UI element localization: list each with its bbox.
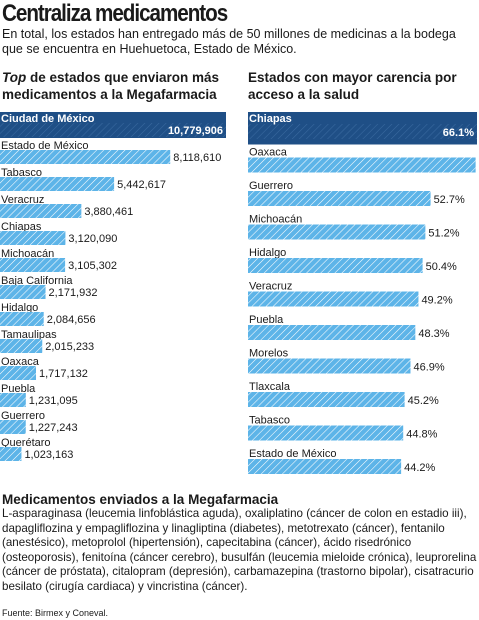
bar — [248, 291, 419, 307]
category-label: Tlaxcala — [249, 381, 291, 393]
category-label: Baja California — [1, 275, 73, 287]
bar — [248, 392, 405, 407]
bar — [248, 459, 402, 474]
bar — [0, 393, 26, 407]
value-label: 44.2% — [404, 462, 435, 474]
bar — [248, 325, 416, 340]
category-label: Ciudad de México — [1, 113, 95, 125]
value-label: 1,227,243 — [29, 422, 78, 434]
value-label: 48.3% — [418, 328, 449, 340]
bar — [248, 258, 423, 273]
value-label: 1,023,163 — [24, 449, 73, 461]
value-label: 1,717,132 — [39, 368, 88, 380]
category-label: Oaxaca — [249, 147, 288, 159]
medicines-text: L-asparaginasa (leucemia linfoblástica a… — [2, 507, 477, 593]
category-label: Tamaulipas — [1, 329, 57, 341]
value-label: 3,880,461 — [84, 206, 133, 218]
left-chart-title-emphasis: Top — [2, 70, 27, 85]
bar — [0, 366, 36, 380]
left-bar-chart: Ciudad de México 10,779,906 Estado de Méxi… — [0, 112, 226, 461]
value-label: 51.2% — [428, 228, 459, 240]
category-label: Michoacán — [1, 248, 54, 260]
category-label: Veracruz — [1, 194, 44, 206]
category-label: Veracruz — [249, 281, 292, 293]
bar — [0, 177, 115, 191]
value-label: 10,779,906 — [168, 125, 223, 137]
left-chart-title-rest: de estados que enviaron más medicamentos… — [2, 70, 220, 102]
value-label: 49.2% — [421, 295, 452, 307]
bar — [0, 150, 171, 164]
intro-text: En total, los estados han entregado más … — [2, 27, 456, 56]
bar — [0, 231, 66, 245]
bar — [248, 224, 426, 240]
bar — [0, 447, 22, 461]
category-label: Morelos — [249, 348, 289, 360]
bar — [248, 157, 476, 173]
value-label: 5,442,617 — [117, 179, 166, 191]
value-label: 50.4% — [426, 261, 457, 273]
value-label: 3,120,090 — [68, 233, 117, 245]
category-label: Guerrero — [249, 180, 293, 192]
bar — [0, 123, 226, 137]
bar — [0, 258, 66, 272]
right-chart-title: Estados con mayor carencia por acceso a … — [248, 70, 457, 102]
category-label: Puebla — [249, 314, 284, 326]
bar — [248, 358, 411, 374]
bar — [0, 204, 82, 218]
bar — [248, 191, 431, 206]
bar — [0, 285, 46, 299]
value-label: 44.8% — [406, 429, 437, 441]
right-bar-chart: Chiapas66.1%Oaxaca65.7%Guerrero52.7%Mich… — [248, 112, 477, 474]
value-label: 1,231,095 — [29, 395, 78, 407]
category-label: Oaxaca — [1, 356, 40, 368]
source-note: Fuente: Birmex y Coneval. — [2, 608, 109, 618]
category-label: Michoacán — [249, 214, 302, 226]
value-label: 2,015,233 — [45, 341, 94, 353]
value-label: 45.2% — [408, 395, 439, 407]
value-label: 8,118,610 — [173, 152, 221, 164]
category-label: Hidalgo — [249, 247, 286, 259]
bar — [0, 312, 44, 326]
value-label: 2,171,932 — [49, 287, 98, 299]
medicines-title: Medicamentos enviados a la Megafarmacia — [2, 492, 279, 507]
category-label: Hidalgo — [1, 302, 38, 314]
bar — [248, 425, 404, 441]
value-label: 3,105,302 — [68, 260, 117, 272]
left-chart-title: Top de estados que enviaron más medicame… — [2, 69, 232, 103]
bar — [248, 124, 477, 139]
category-label: Tabasco — [249, 415, 290, 427]
category-label: Estado de México — [249, 448, 336, 460]
value-label: 66.1% — [443, 127, 474, 139]
category-label: Querétaro — [1, 437, 51, 449]
category-label: Chiapas — [249, 113, 292, 125]
bar — [0, 420, 26, 434]
value-label: 52.7% — [434, 194, 465, 206]
value-label: 2,084,656 — [47, 314, 96, 326]
category-label: Tabasco — [1, 167, 42, 179]
category-label: Puebla — [1, 383, 36, 395]
page-title: Centraliza medicamentos — [2, 0, 228, 27]
bar — [0, 339, 43, 353]
value-label: 46.9% — [413, 362, 444, 374]
category-label: Estado de México — [1, 140, 88, 152]
category-label: Guerrero — [1, 410, 45, 422]
category-label: Chiapas — [1, 221, 42, 233]
